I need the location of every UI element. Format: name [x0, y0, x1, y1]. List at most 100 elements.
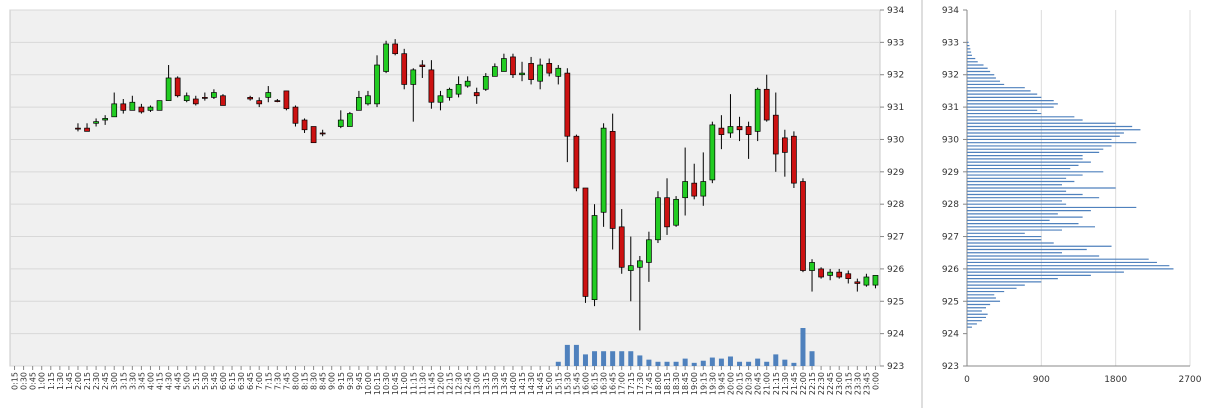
candle-body	[673, 198, 679, 226]
x-tick-label: 7:00	[255, 372, 264, 390]
volume-bar	[628, 351, 634, 366]
candle-body	[75, 127, 81, 130]
candle-body	[120, 103, 127, 111]
x-tick-label: 7:45	[282, 372, 291, 390]
x-tick-label: 17:30	[636, 372, 645, 395]
volume-bar	[718, 358, 724, 366]
x-tick-label: 21:45	[790, 372, 799, 395]
candle-body	[111, 103, 118, 118]
candle-body	[410, 69, 417, 85]
candle-body	[183, 95, 190, 101]
x-tick-label: 4:00	[146, 372, 155, 390]
x-tick-label: 21:00	[763, 372, 772, 395]
x-tick-label: 18:15	[663, 372, 672, 395]
candle-body	[727, 126, 734, 134]
x-tick-label: 0:00	[871, 372, 880, 390]
x-tick-label: 18:30	[672, 372, 681, 395]
candle-body	[84, 127, 90, 132]
x-tick-label: 3:30	[128, 372, 137, 390]
x-tick-label: 8:30	[310, 372, 319, 390]
y-tick-label: 927	[887, 233, 904, 243]
x-tick-label: 6:00	[219, 372, 228, 390]
x-tick-label: 11:00	[400, 372, 409, 395]
x-tick-label: 10:30	[382, 372, 391, 395]
x-tick-label: 20:30	[745, 372, 754, 395]
volume-bar	[573, 344, 579, 366]
x-tick-label: 17:45	[645, 372, 654, 395]
candle-body	[192, 98, 199, 105]
x-tick-label: 1:15	[47, 372, 56, 390]
x-tick-label: 14:45	[536, 372, 545, 395]
x-tick-label: 8:00	[291, 372, 300, 390]
x-tick-label: 7:15	[264, 372, 273, 390]
volume-bar	[737, 361, 743, 366]
candle-body	[827, 271, 834, 276]
candle-body	[836, 271, 843, 278]
x-tick-label: 6:15	[228, 372, 237, 390]
volume-bar	[555, 361, 561, 366]
x-tick-label: 23:00	[835, 372, 844, 395]
x-tick-label: 15:30	[563, 372, 572, 395]
x-tick-label: 23:45	[862, 372, 871, 395]
x-tick-label: 6:30	[237, 372, 246, 390]
y-tick-label: 928	[887, 200, 904, 210]
x-tick-label: 3:00	[110, 372, 119, 390]
candle-body	[600, 127, 607, 213]
volume-bar	[764, 361, 770, 366]
candle-body	[265, 92, 272, 98]
candle-body	[383, 43, 389, 72]
candle-body	[129, 101, 136, 111]
x-tick-label: 14:15	[518, 372, 527, 395]
candle-body	[220, 95, 226, 106]
x-tick-label: 1:45	[65, 372, 74, 390]
candle-body	[147, 106, 154, 111]
candle-body	[482, 75, 489, 90]
x-tick-label: 15:45	[572, 372, 581, 395]
volume-bar	[809, 351, 815, 366]
volume-bar	[637, 355, 643, 366]
candle-body	[437, 95, 444, 103]
x-tick-label: 5:30	[201, 372, 210, 390]
x-tick-label: 23:30	[853, 372, 862, 395]
candle-body	[609, 131, 616, 229]
y-tick-label: 925	[887, 297, 904, 307]
candle-body	[256, 100, 263, 105]
profile-x-tick-label: 0	[964, 375, 970, 385]
y-tick-label: 930	[887, 135, 904, 145]
profile-x-tick-label: 1800	[1104, 375, 1127, 385]
x-tick-label: 6:45	[246, 372, 255, 390]
candle-body	[301, 119, 308, 131]
candle-body	[745, 126, 752, 135]
x-tick-label: 13:00	[473, 372, 482, 395]
x-tick-label: 8:15	[301, 372, 310, 390]
candle-body	[863, 276, 870, 286]
x-tick-label: 22:45	[826, 372, 835, 395]
candle-body	[591, 215, 598, 301]
x-tick-label: 11:30	[418, 372, 427, 395]
candle-body	[337, 119, 344, 127]
candle-body	[473, 92, 480, 97]
x-tick-label: 0:30	[20, 372, 29, 390]
volume-bar	[727, 356, 733, 366]
x-tick-label: 7:30	[273, 372, 282, 390]
x-tick-label: 22:15	[808, 372, 817, 395]
candle-body	[138, 106, 145, 113]
x-tick-label: 9:45	[355, 372, 364, 390]
x-tick-label: 19:15	[699, 372, 708, 395]
candle-body	[428, 69, 435, 103]
candle-body	[700, 181, 707, 197]
candle-body	[510, 56, 516, 76]
x-tick-label: 23:15	[844, 372, 853, 395]
profile-y-tick-label: 929	[942, 168, 959, 178]
candle-body	[845, 273, 852, 279]
x-tick-label: 0:15	[11, 372, 20, 390]
x-tick-label: 11:15	[409, 372, 418, 395]
candle-body	[636, 260, 643, 268]
profile-y-tick-label: 927	[942, 233, 959, 243]
y-tick-label: 926	[887, 265, 904, 275]
x-tick-label: 13:15	[482, 372, 491, 395]
candle-body	[165, 77, 172, 101]
x-tick-label: 21:15	[772, 372, 781, 395]
x-tick-label: 1:30	[56, 372, 65, 390]
x-tick-label: 9:30	[346, 372, 355, 390]
